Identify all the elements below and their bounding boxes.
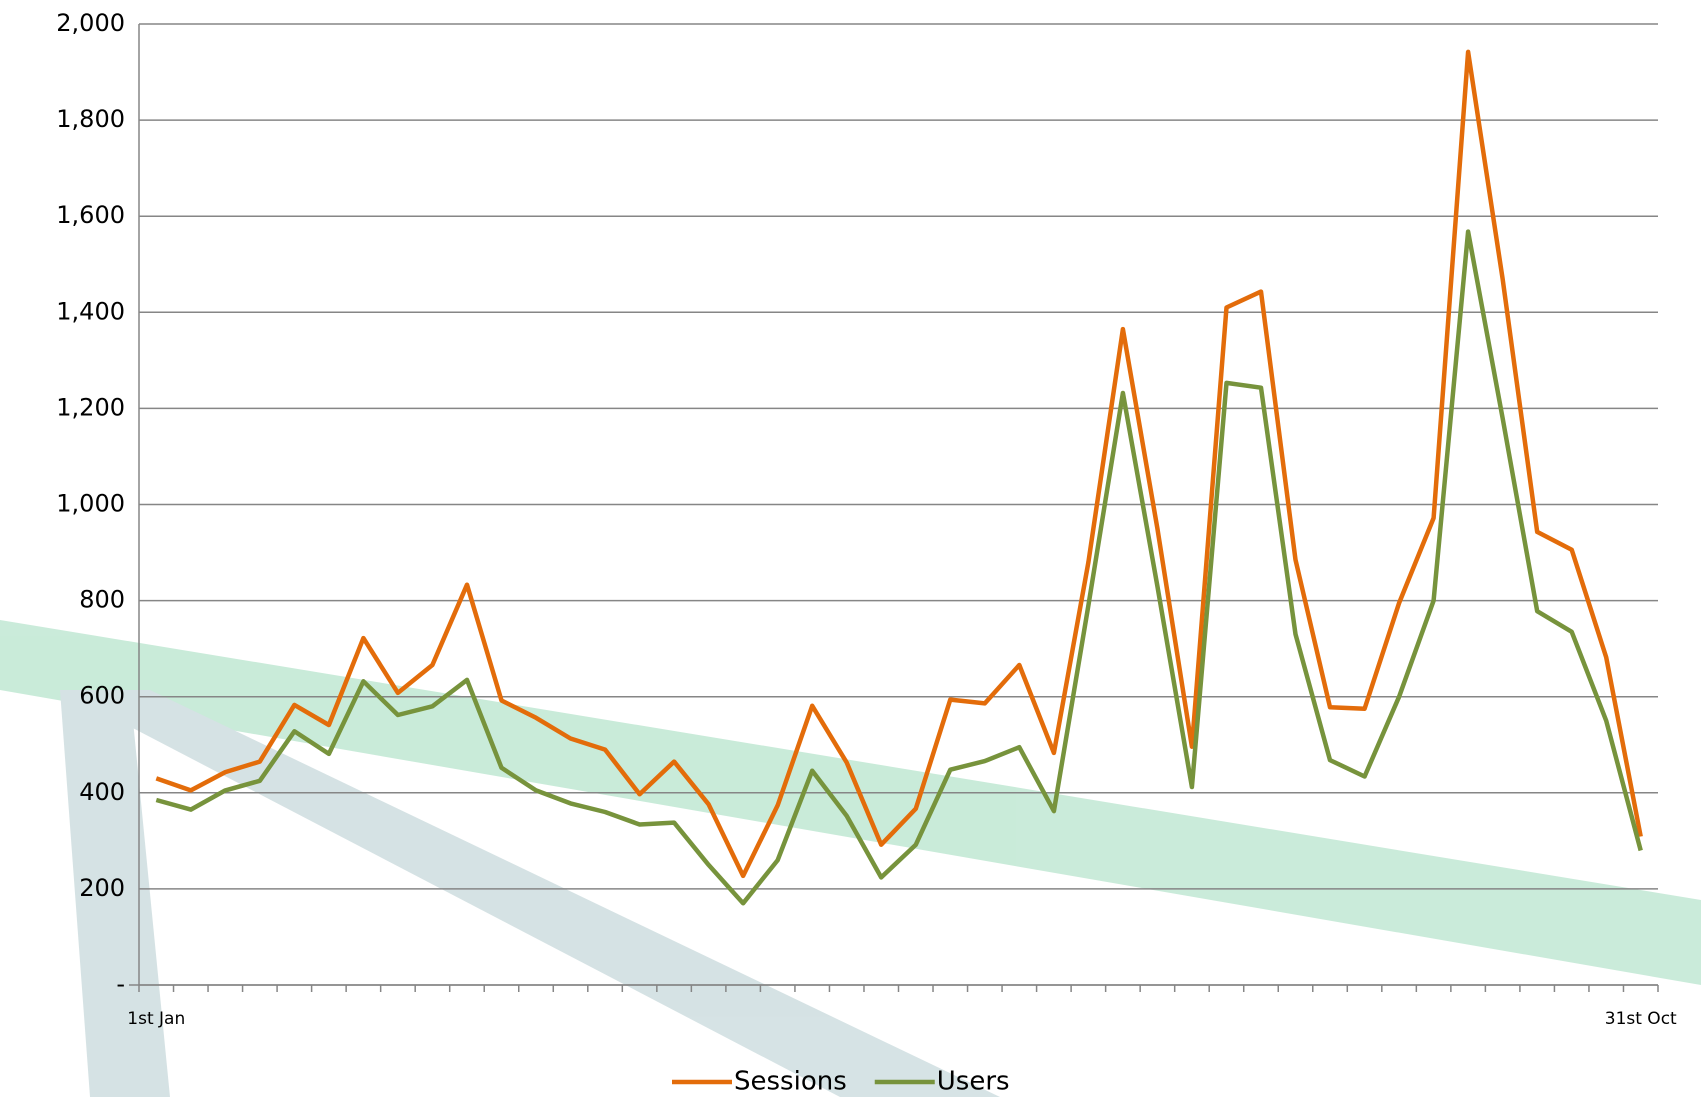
y-tick-label: - <box>116 970 125 998</box>
chart: - 200 400 600 800 1,000 1,200 1,400 1,600 1,800 2,… <box>0 0 1701 1097</box>
y-tick-label: 600 <box>79 682 125 710</box>
x-tick-label: 31st Oct <box>1605 1009 1677 1029</box>
y-tick-label: 1,600 <box>56 201 125 229</box>
watermark <box>0 620 1701 1097</box>
legend-label: Sessions <box>734 1067 847 1097</box>
y-tick-label: 1,400 <box>56 297 125 325</box>
y-tick-label: 200 <box>79 874 125 902</box>
y-tick-label: 1,200 <box>56 393 125 421</box>
x-tick-label: 1st Jan <box>127 1009 185 1029</box>
y-tick-label: 1,000 <box>56 490 125 518</box>
y-tick-label: 2,000 <box>56 9 125 37</box>
y-tick-label: 400 <box>79 778 125 806</box>
y-tick-label: 1,800 <box>56 105 125 133</box>
legend-label: Users <box>937 1067 1010 1097</box>
y-tick-label: 800 <box>79 586 125 614</box>
